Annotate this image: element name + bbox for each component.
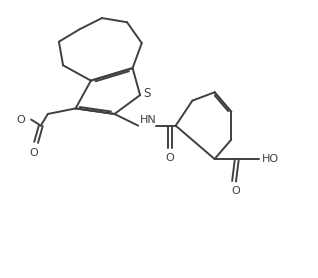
Text: O: O: [231, 186, 240, 196]
Text: S: S: [143, 87, 151, 100]
Text: O: O: [166, 153, 175, 163]
Text: HO: HO: [262, 154, 279, 164]
Text: HN: HN: [140, 115, 156, 125]
Text: O: O: [16, 115, 25, 125]
Text: O: O: [29, 148, 38, 158]
